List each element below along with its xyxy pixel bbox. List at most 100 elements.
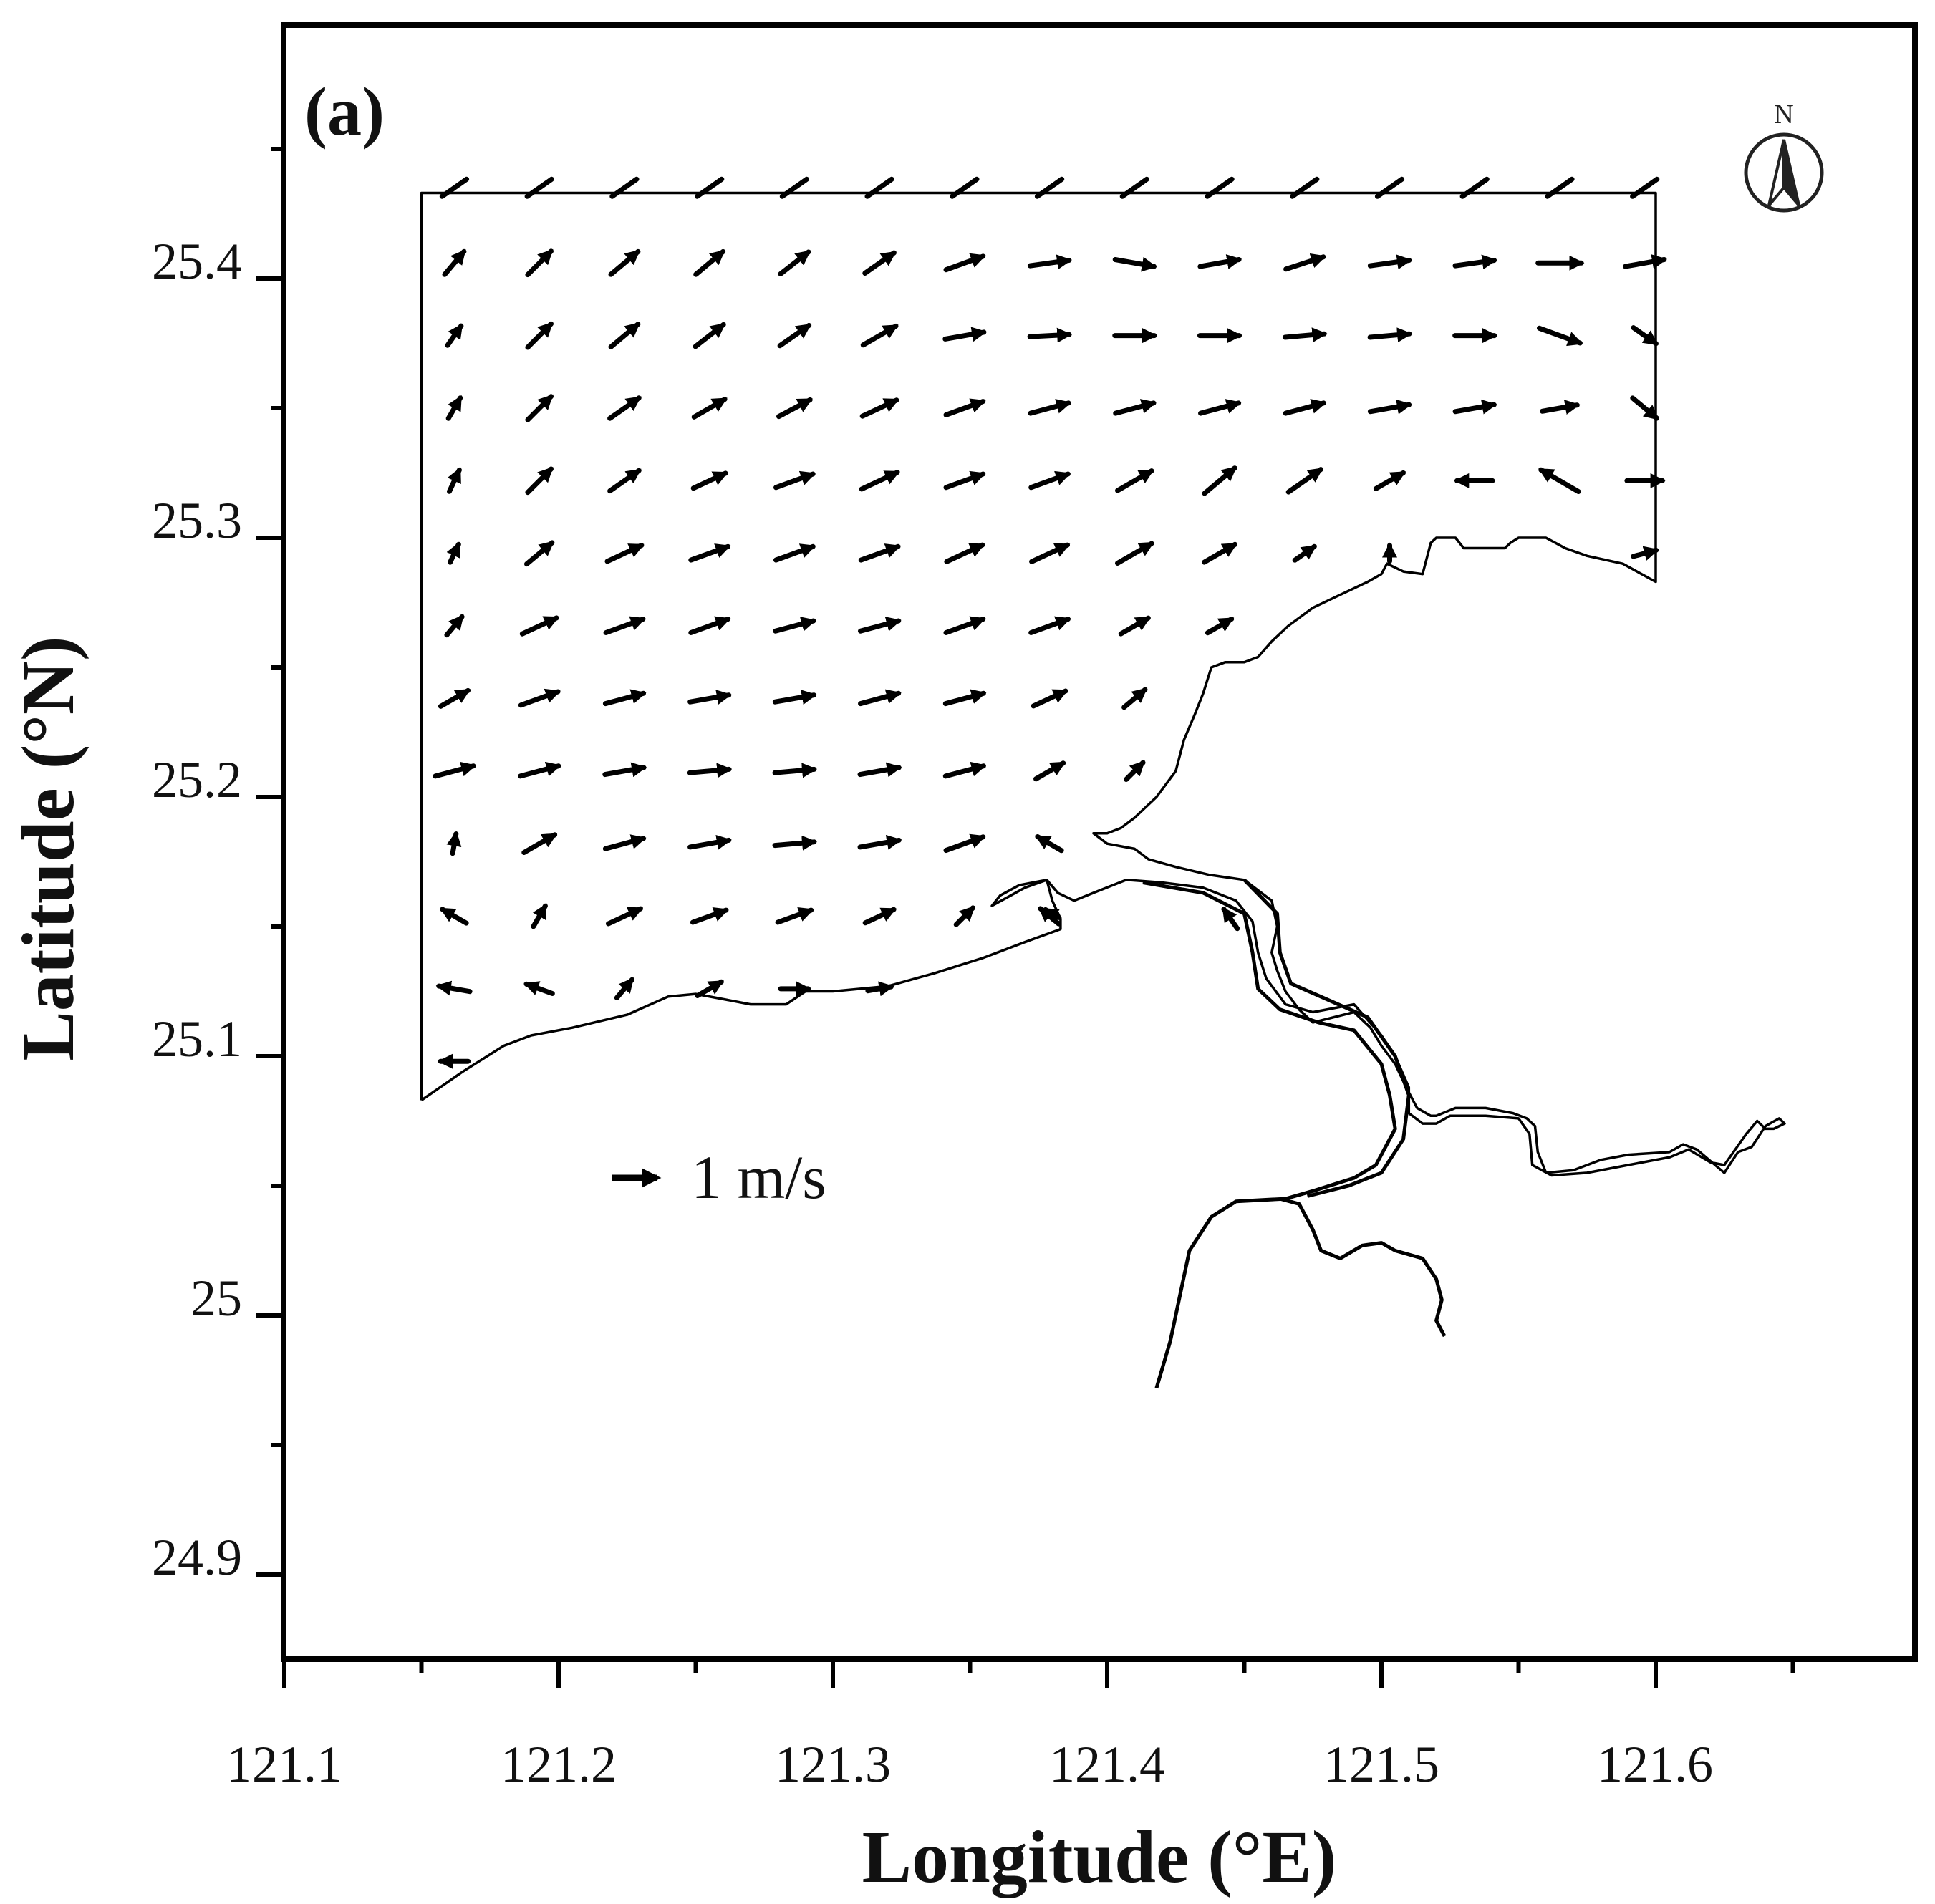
velocity-vector xyxy=(943,616,986,635)
velocity-vector xyxy=(1459,176,1490,199)
velocity-vector xyxy=(1367,399,1412,415)
velocity-vector xyxy=(862,907,897,926)
velocity-vector xyxy=(438,687,471,709)
velocity-vector xyxy=(1027,327,1073,343)
velocity-vector xyxy=(1623,254,1667,269)
velocity-vector xyxy=(1202,541,1238,565)
velocity-vector xyxy=(609,176,640,199)
velocity-vector xyxy=(858,617,902,634)
axis-ticks xyxy=(256,147,1795,1688)
velocity-vector xyxy=(524,176,554,199)
scale-vector: 1 m/s xyxy=(612,1143,826,1212)
river-line xyxy=(1242,879,1411,1198)
velocity-vector xyxy=(1112,256,1157,272)
velocity-vector xyxy=(1537,325,1583,347)
velocity-vector xyxy=(772,763,817,778)
velocity-vector xyxy=(943,470,986,491)
velocity-vector xyxy=(1205,617,1235,636)
velocity-vector xyxy=(440,907,469,926)
velocity-vector xyxy=(1031,688,1068,709)
domain-boundary xyxy=(420,191,1786,1177)
velocity-vector xyxy=(864,176,894,199)
velocity-vector xyxy=(942,689,987,707)
velocity-vector xyxy=(1630,176,1660,199)
x-tick-label: 121.3 xyxy=(775,1736,891,1793)
velocity-vector xyxy=(950,176,980,199)
velocity-vector xyxy=(942,327,988,342)
velocity-vector xyxy=(1631,325,1659,347)
velocity-vector xyxy=(687,834,732,850)
velocity-vector xyxy=(608,322,641,349)
velocity-vector xyxy=(1198,399,1242,416)
x-tick-label: 121.1 xyxy=(226,1736,342,1793)
velocity-vector xyxy=(858,543,901,563)
velocity-vector xyxy=(859,470,900,492)
velocity-vector xyxy=(604,543,645,564)
x-axis-title: Longitude (°E) xyxy=(862,1816,1337,1898)
velocity-vector xyxy=(524,540,555,567)
velocity-vector xyxy=(695,176,725,199)
river-line xyxy=(1279,1197,1447,1338)
velocity-vector xyxy=(943,253,986,273)
velocity-vector xyxy=(518,688,561,708)
map-layer xyxy=(420,176,1786,1389)
velocity-vector xyxy=(1205,176,1235,199)
velocity-vector xyxy=(608,248,641,277)
velocity-vector xyxy=(857,762,902,778)
velocity-vector xyxy=(1452,399,1497,415)
y-tick-label: 25.4 xyxy=(152,233,242,290)
velocity-vector xyxy=(1283,253,1326,272)
velocity-vector xyxy=(525,466,554,496)
velocity-vector xyxy=(1202,465,1237,496)
velocity-vector xyxy=(690,470,728,491)
velocity-vector xyxy=(447,467,462,494)
y-tick-label: 25.2 xyxy=(152,751,242,808)
velocity-vector xyxy=(1631,546,1659,561)
velocity-vector xyxy=(1540,400,1581,415)
velocity-vector xyxy=(1043,907,1062,922)
velocity-vector xyxy=(773,617,816,634)
velocity-vector xyxy=(607,395,642,421)
velocity-vector xyxy=(1033,760,1066,782)
velocity-vector xyxy=(1367,254,1412,270)
velocity-vector xyxy=(776,397,813,420)
velocity-vector xyxy=(942,761,987,779)
velocity-vector xyxy=(1221,907,1240,932)
velocity-vector xyxy=(691,397,728,420)
panel-label: (a) xyxy=(304,73,385,150)
velocity-vector xyxy=(778,249,811,276)
y-tick-label: 25.1 xyxy=(152,1010,242,1068)
velocity-vector xyxy=(693,322,726,349)
x-tick-label: 121.2 xyxy=(501,1736,617,1793)
y-tick-label: 25 xyxy=(190,1270,242,1327)
velocity-vector xyxy=(943,833,986,854)
velocity-vector xyxy=(1118,615,1152,637)
velocity-vector xyxy=(1113,399,1157,416)
velocity-vector xyxy=(614,977,634,1000)
velocity-vector xyxy=(1028,399,1072,416)
x-tick-labels: 121.1 121.2 121.3 121.4 121.5 121.6 xyxy=(226,1736,1713,1793)
velocity-vector xyxy=(445,323,464,348)
velocity-vector xyxy=(779,176,809,199)
velocity-vector xyxy=(1285,467,1323,495)
velocity-vector xyxy=(446,541,461,565)
velocity-vector xyxy=(1292,543,1317,563)
y-tick-label: 25.3 xyxy=(152,492,242,549)
velocity-vector xyxy=(602,762,647,778)
velocity-vector xyxy=(953,905,975,927)
river-line xyxy=(1142,881,1397,1389)
velocity-vector xyxy=(687,690,732,705)
velocity-vector xyxy=(688,616,731,635)
velocity-vector xyxy=(1029,542,1071,564)
velocity-vector xyxy=(772,835,817,851)
velocity-vector xyxy=(860,323,899,348)
velocity-vector xyxy=(1115,468,1154,493)
velocity-vector xyxy=(519,615,559,637)
velocity-vector xyxy=(1035,834,1064,854)
velocity-vector xyxy=(862,250,897,276)
velocity-vector xyxy=(433,761,477,779)
velocity-vector xyxy=(1197,254,1242,269)
velocity-vector xyxy=(1121,687,1148,710)
velocity-vector xyxy=(688,543,731,563)
